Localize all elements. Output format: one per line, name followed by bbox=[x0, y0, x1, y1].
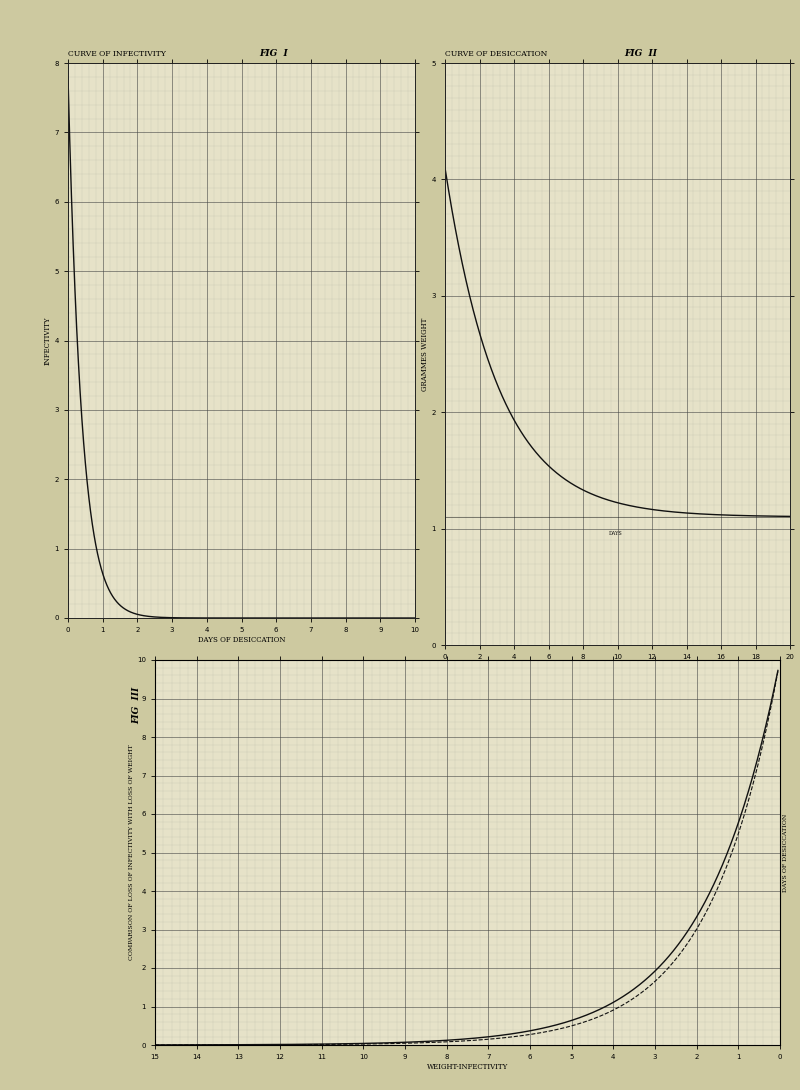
X-axis label: WEIGHT-INFECTIVITY: WEIGHT-INFECTIVITY bbox=[427, 1063, 508, 1070]
Text: FIG  II: FIG II bbox=[625, 49, 658, 58]
Y-axis label: DAYS OF DESICCATION: DAYS OF DESICCATION bbox=[782, 813, 788, 892]
Y-axis label: INFECTIVITY: INFECTIVITY bbox=[44, 316, 52, 365]
Y-axis label: GRAMMES WEIGHT: GRAMMES WEIGHT bbox=[421, 317, 429, 390]
Text: FIG  I: FIG I bbox=[259, 49, 288, 58]
Text: CURVE OF DESICCATION: CURVE OF DESICCATION bbox=[445, 50, 547, 58]
Text: FIG  III: FIG III bbox=[133, 687, 142, 724]
Text: CURVE OF INFECTIVITY: CURVE OF INFECTIVITY bbox=[68, 50, 166, 58]
X-axis label: DAYS OF DESICCATION: DAYS OF DESICCATION bbox=[198, 635, 286, 644]
Text: DAYS: DAYS bbox=[609, 531, 622, 536]
Y-axis label: COMPARISON OF LOSS OF INFECTIVITY WITH LOSS OF WEIGHT: COMPARISON OF LOSS OF INFECTIVITY WITH L… bbox=[129, 744, 134, 960]
